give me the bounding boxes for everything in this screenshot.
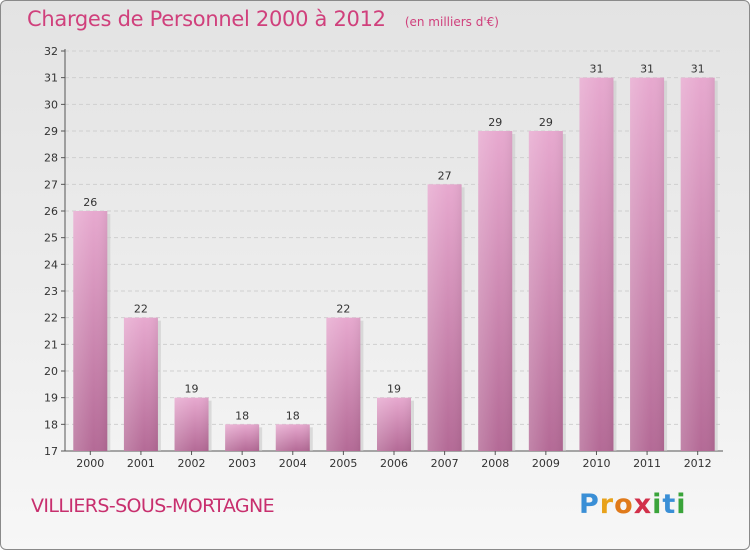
y-tick-label: 23 xyxy=(44,285,58,298)
value-label: 18 xyxy=(286,409,300,422)
value-label: 29 xyxy=(488,116,502,129)
value-label: 22 xyxy=(336,303,350,316)
x-tick-label: 2007 xyxy=(431,457,459,470)
y-tick-label: 28 xyxy=(44,152,58,165)
y-tick-label: 26 xyxy=(44,205,58,218)
y-tick-label: 21 xyxy=(44,338,58,351)
value-label: 29 xyxy=(539,116,553,129)
value-label: 31 xyxy=(589,63,603,76)
bar-highlight xyxy=(579,77,614,452)
bar-highlight xyxy=(73,211,108,451)
y-tick-label: 25 xyxy=(44,232,58,245)
bar-highlight xyxy=(680,77,715,452)
x-tick-label: 2003 xyxy=(228,457,256,470)
bar-highlight xyxy=(528,131,563,451)
bar-highlight xyxy=(174,397,209,451)
y-tick-label: 18 xyxy=(44,418,58,431)
logo-letter: i xyxy=(652,489,663,520)
x-tick-label: 2005 xyxy=(329,457,357,470)
chart-title: Charges de Personnel 2000 à 2012 xyxy=(27,7,386,31)
x-tick-label: 2002 xyxy=(178,457,206,470)
value-label: 22 xyxy=(134,303,148,316)
value-label: 27 xyxy=(438,169,452,182)
value-label: 19 xyxy=(387,383,401,396)
x-tick-label: 2001 xyxy=(127,457,155,470)
bar-highlight xyxy=(275,424,310,451)
logo-letter: P xyxy=(579,489,600,520)
x-tick-label: 2009 xyxy=(532,457,560,470)
x-tick-label: 2000 xyxy=(76,457,104,470)
x-tick-label: 2011 xyxy=(633,457,661,470)
value-label: 31 xyxy=(640,63,654,76)
y-tick-label: 32 xyxy=(44,45,58,58)
value-labels: 26 22 19 18 18 22 19 27 29 29 31 31 31 xyxy=(83,63,704,423)
x-tick-label: 2012 xyxy=(684,457,712,470)
logo-letter: t xyxy=(662,489,677,520)
bar-highlight xyxy=(377,397,411,451)
x-tick-label: 2010 xyxy=(582,457,610,470)
x-tick-labels: 2000 2001 2002 2003 2004 2005 2006 2007 2008 2009… xyxy=(76,457,711,470)
y-tick-label: 29 xyxy=(44,125,58,138)
value-label: 31 xyxy=(691,63,705,76)
chart-header: Charges de Personnel 2000 à 2012 (en mil… xyxy=(27,7,499,31)
logo-letter: i xyxy=(676,489,687,520)
bar-highlight xyxy=(478,131,513,451)
commune-name: VILLIERS-SOUS-MORTAGNE xyxy=(31,495,275,517)
y-tick-label: 31 xyxy=(44,72,58,85)
bar-highlight xyxy=(225,424,260,451)
y-tick-label: 17 xyxy=(44,445,58,458)
y-tick-label: 20 xyxy=(44,365,58,378)
logo-letter: x xyxy=(633,489,653,520)
chart-subtitle: (en milliers d'€) xyxy=(404,15,499,29)
y-tick-label: 30 xyxy=(44,98,58,111)
grid-lines xyxy=(65,50,723,425)
logo-letter: r xyxy=(599,489,615,520)
bar-highlight xyxy=(123,317,158,451)
y-tick-labels: 17 18 19 20 21 22 23 24 25 26 27 28 29 30 31 32 xyxy=(44,45,58,458)
x-tick-label: 2006 xyxy=(380,457,408,470)
value-label: 26 xyxy=(83,196,97,209)
value-label: 19 xyxy=(185,383,199,396)
y-tick-label: 27 xyxy=(44,178,58,191)
x-tick-label: 2008 xyxy=(481,457,509,470)
logo-letter: o xyxy=(614,489,634,520)
bar-highlight xyxy=(630,77,665,452)
bar-highlight xyxy=(326,317,361,451)
y-tick-label: 19 xyxy=(44,392,58,405)
value-label: 18 xyxy=(235,409,249,422)
x-tick-label: 2004 xyxy=(279,457,307,470)
y-tick-label: 22 xyxy=(44,312,58,325)
y-tick-label: 24 xyxy=(44,258,58,271)
bar-highlight xyxy=(427,184,462,452)
proxiti-logo: Proxiti xyxy=(579,489,687,520)
bars xyxy=(73,77,718,452)
